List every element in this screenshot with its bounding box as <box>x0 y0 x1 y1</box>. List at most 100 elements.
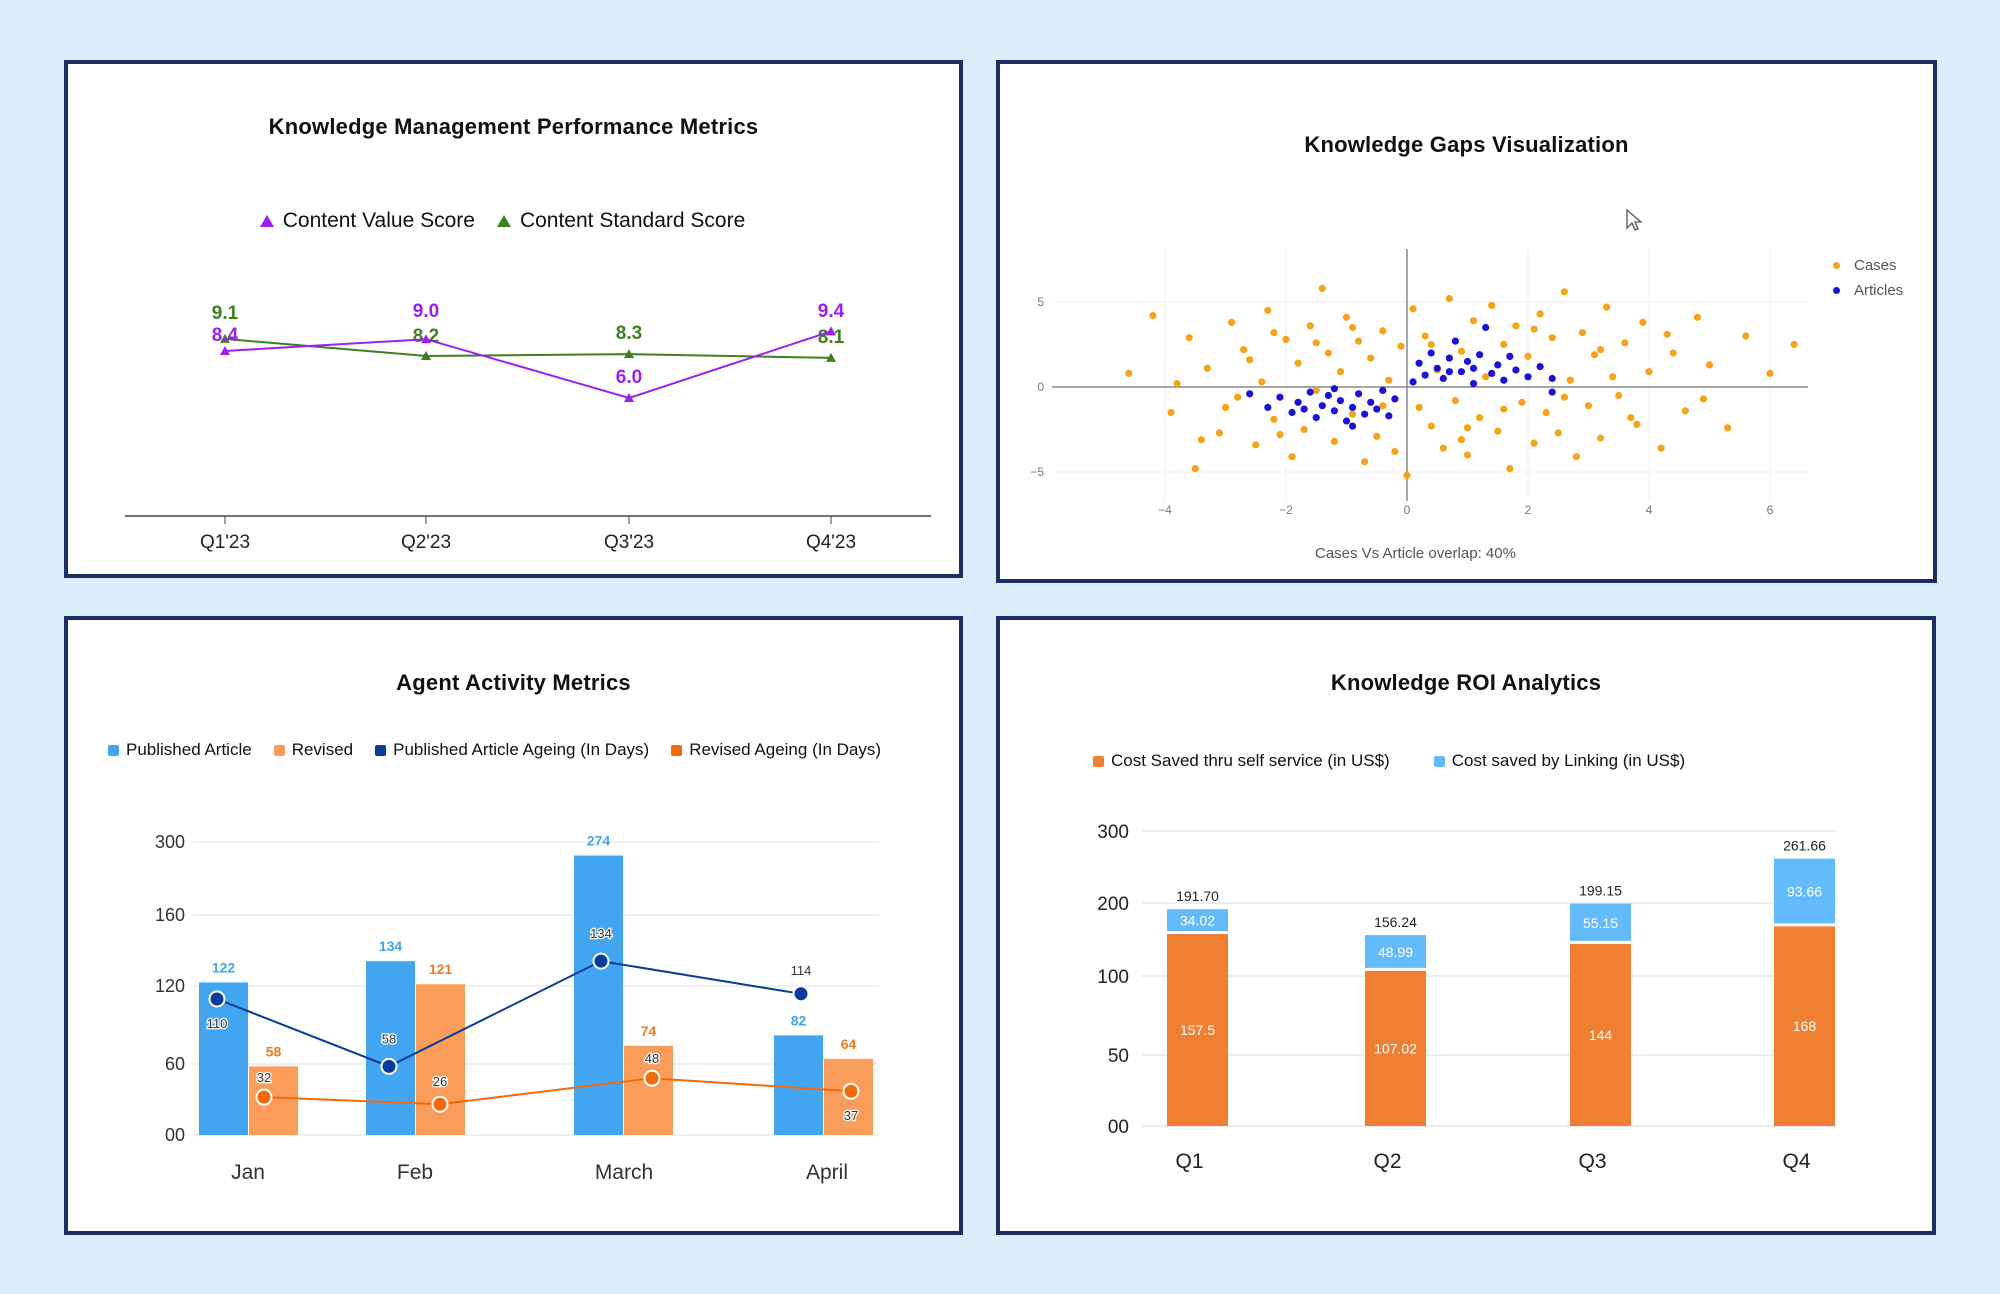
articles-point <box>1361 410 1369 418</box>
dot-icon <box>1833 287 1840 294</box>
y-tick-label: 200 <box>1097 894 1129 915</box>
x-tick-label: 2 <box>1525 503 1532 517</box>
total-value-label: 261.66 <box>1783 838 1826 854</box>
ageing-marker <box>208 990 226 1008</box>
cases-point <box>1391 448 1399 456</box>
articles-point <box>1500 376 1508 384</box>
combo-chart-plot: 300 160 120 60 00 122 134 274 82 58 121 74 64 Jan Feb M… <box>155 832 879 1184</box>
legend-item-revised[interactable]: Revised <box>273 740 353 760</box>
cases-point <box>1270 329 1278 337</box>
cases-point <box>1500 405 1508 413</box>
cases-point <box>1627 414 1635 422</box>
segment-value-label: 34.02 <box>1180 913 1215 929</box>
bar-value-label: 58 <box>266 1043 282 1059</box>
data-label: 8.3 <box>616 323 642 344</box>
articles-point <box>1336 397 1345 405</box>
legend-item-content-standard-score[interactable]: Content Standard Score <box>496 209 745 233</box>
cases-point <box>1724 424 1732 432</box>
legend-label: Published Article <box>126 740 252 759</box>
published-article-bar <box>199 982 248 1135</box>
segment-value-label: 144 <box>1589 1027 1613 1043</box>
linking-bar-segment <box>1167 909 1228 932</box>
chart-title: Knowledge Gaps Visualization <box>1304 132 1629 157</box>
cases-point <box>1197 436 1205 444</box>
cases-point <box>1348 410 1357 418</box>
articles-point <box>1318 402 1326 410</box>
segment-value-label: 93.66 <box>1787 883 1822 899</box>
segment-value-label: 157.5 <box>1180 1022 1215 1038</box>
segment-value-label: 107.02 <box>1374 1040 1417 1056</box>
x-tick-label: Q1'23 <box>200 532 250 553</box>
cases-point <box>1572 453 1580 461</box>
triangle-marker <box>826 326 836 336</box>
articles-point <box>1306 388 1314 396</box>
cases-point <box>1258 378 1266 386</box>
articles-point <box>1348 422 1357 430</box>
articles-point <box>1391 395 1399 403</box>
linking-bar-segment <box>1570 903 1631 941</box>
x-tick-label: Q3'23 <box>604 532 654 553</box>
triangle-icon <box>496 215 511 227</box>
articles-point <box>1476 351 1484 359</box>
articles-point <box>1342 417 1351 425</box>
cases-point <box>1445 295 1453 303</box>
triangle-icon <box>259 215 274 227</box>
bar-value-label: 122 <box>212 959 236 975</box>
legend-item-cases[interactable]: Cases <box>1833 253 1903 278</box>
x-tick-label: 6 <box>1767 503 1774 517</box>
articles-point <box>1415 359 1423 367</box>
cases-point <box>1621 339 1629 347</box>
cases-point <box>1742 332 1750 340</box>
cases-point <box>1397 342 1405 350</box>
cases-point <box>1427 340 1435 349</box>
articles-point <box>1421 371 1429 379</box>
marker-value-label: 110 <box>207 1016 228 1031</box>
articles-point <box>1373 405 1381 413</box>
chart-legend: Cost Saved thru self service (in US$) Co… <box>1093 751 1707 771</box>
cases-point <box>1584 402 1593 410</box>
legend-label: Cost saved by Linking (in US$) <box>1451 751 1686 770</box>
legend-item-content-value-score[interactable]: Content Value Score <box>259 209 475 233</box>
x-tick-label: 4 <box>1646 503 1653 517</box>
cases-point <box>1306 322 1314 330</box>
legend-item-self-service[interactable]: Cost Saved thru self service (in US$) <box>1093 751 1390 771</box>
x-tick-label: Q3 <box>1578 1150 1606 1173</box>
cases-point <box>1463 424 1472 432</box>
cases-point <box>1530 439 1538 447</box>
legend-item-linking[interactable]: Cost saved by Linking (in US$) <box>1433 751 1686 771</box>
swatch-icon <box>375 744 387 756</box>
cases-point <box>1282 335 1290 343</box>
cases-point <box>1348 323 1357 332</box>
cases-point <box>1566 376 1574 384</box>
triangle-marker <box>624 393 634 402</box>
legend-item-published-ageing[interactable]: Published Article Ageing (In Days) <box>375 740 649 760</box>
cases-point <box>1367 354 1375 362</box>
triangle-marker <box>624 349 634 359</box>
articles-point <box>1445 368 1453 376</box>
y-tick-label: 120 <box>155 976 185 996</box>
linking-bar-segment <box>1774 858 1835 924</box>
cases-point <box>1415 403 1423 411</box>
cases-point <box>1276 431 1284 439</box>
cases-point <box>1597 434 1605 442</box>
cases-point <box>1669 349 1677 357</box>
cases-point <box>1125 369 1133 377</box>
cases-point <box>1536 310 1544 318</box>
cases-point <box>1494 427 1502 435</box>
bar-value-label: 82 <box>791 1012 807 1028</box>
articles-point <box>1457 368 1466 376</box>
bar-value-label: 64 <box>841 1036 857 1052</box>
cases-point <box>1336 368 1345 376</box>
legend-item-revised-ageing[interactable]: Revised Ageing (In Days) <box>671 740 881 760</box>
chart-title: Knowledge Management Performance Metrics <box>268 114 759 139</box>
legend-item-published-article[interactable]: Published Article <box>108 740 252 760</box>
cases-point <box>1167 408 1175 417</box>
series-line <box>224 330 832 400</box>
swatch-icon <box>1093 755 1104 767</box>
x-tick-label: March <box>595 1161 653 1184</box>
cases-point <box>1469 317 1478 325</box>
self-service-bar-segment <box>1167 934 1228 1126</box>
legend-item-articles[interactable]: Articles <box>1833 278 1903 303</box>
cases-point <box>1403 471 1411 479</box>
articles-point <box>1367 398 1375 406</box>
